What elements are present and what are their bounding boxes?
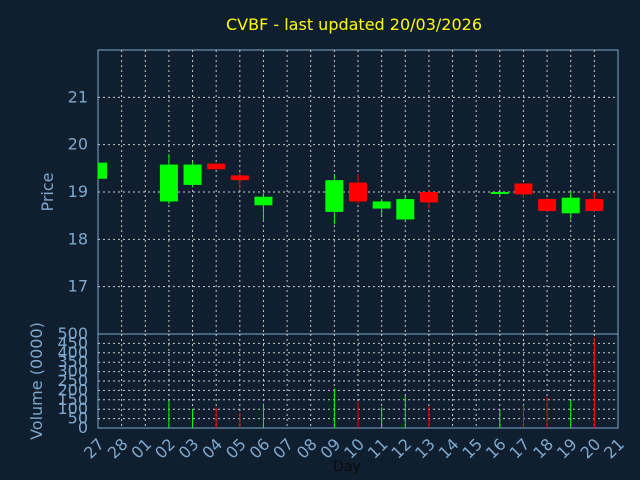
volume-tick-label: 250 (57, 371, 88, 390)
candle-body (514, 183, 533, 195)
candle-body (349, 182, 367, 202)
candle-body (325, 180, 344, 212)
candle-body (230, 175, 249, 181)
candle-body (561, 197, 580, 214)
candle-body (207, 163, 226, 170)
volume-tick-label: 350 (57, 352, 88, 371)
candle-body (490, 192, 509, 194)
volume-tick-label: 400 (57, 343, 88, 362)
chart-title: CVBF - last updated 20/03/2026 (226, 15, 482, 34)
candle-body (419, 192, 438, 203)
price-panel: 17 18 19 20 21 Price (38, 49, 619, 335)
volume-tick-label: 100 (57, 399, 88, 418)
candle-body (538, 199, 557, 211)
x-tick-label: 21 (600, 435, 628, 463)
volume-axis-label: Volume (0000) (27, 322, 46, 440)
candle-body (254, 196, 273, 206)
volume-tick-label: 500 (57, 324, 88, 343)
candle-body (183, 164, 202, 185)
price-tick-label: 20 (68, 135, 88, 154)
candle-body (396, 199, 415, 220)
volume-tick-label: 50 (68, 409, 88, 428)
price-tick-label: 18 (68, 229, 88, 248)
x-axis-label: Day (333, 459, 361, 475)
price-tick-label: 19 (68, 182, 88, 201)
volume-tick-label: 200 (57, 380, 88, 399)
candle-body (372, 201, 391, 209)
volume-tick-label: 0 (78, 418, 88, 437)
price-tick-label: 17 (68, 277, 88, 296)
price-tick-label: 21 (68, 87, 88, 106)
candle-body (585, 199, 604, 211)
price-axis-label: Price (38, 172, 57, 211)
volume-tick-label: 300 (57, 362, 88, 381)
volume-tick-label: 150 (57, 390, 88, 409)
candle-body (159, 164, 178, 202)
candle-body (98, 162, 107, 179)
volume-tick-label: 450 (57, 333, 88, 352)
